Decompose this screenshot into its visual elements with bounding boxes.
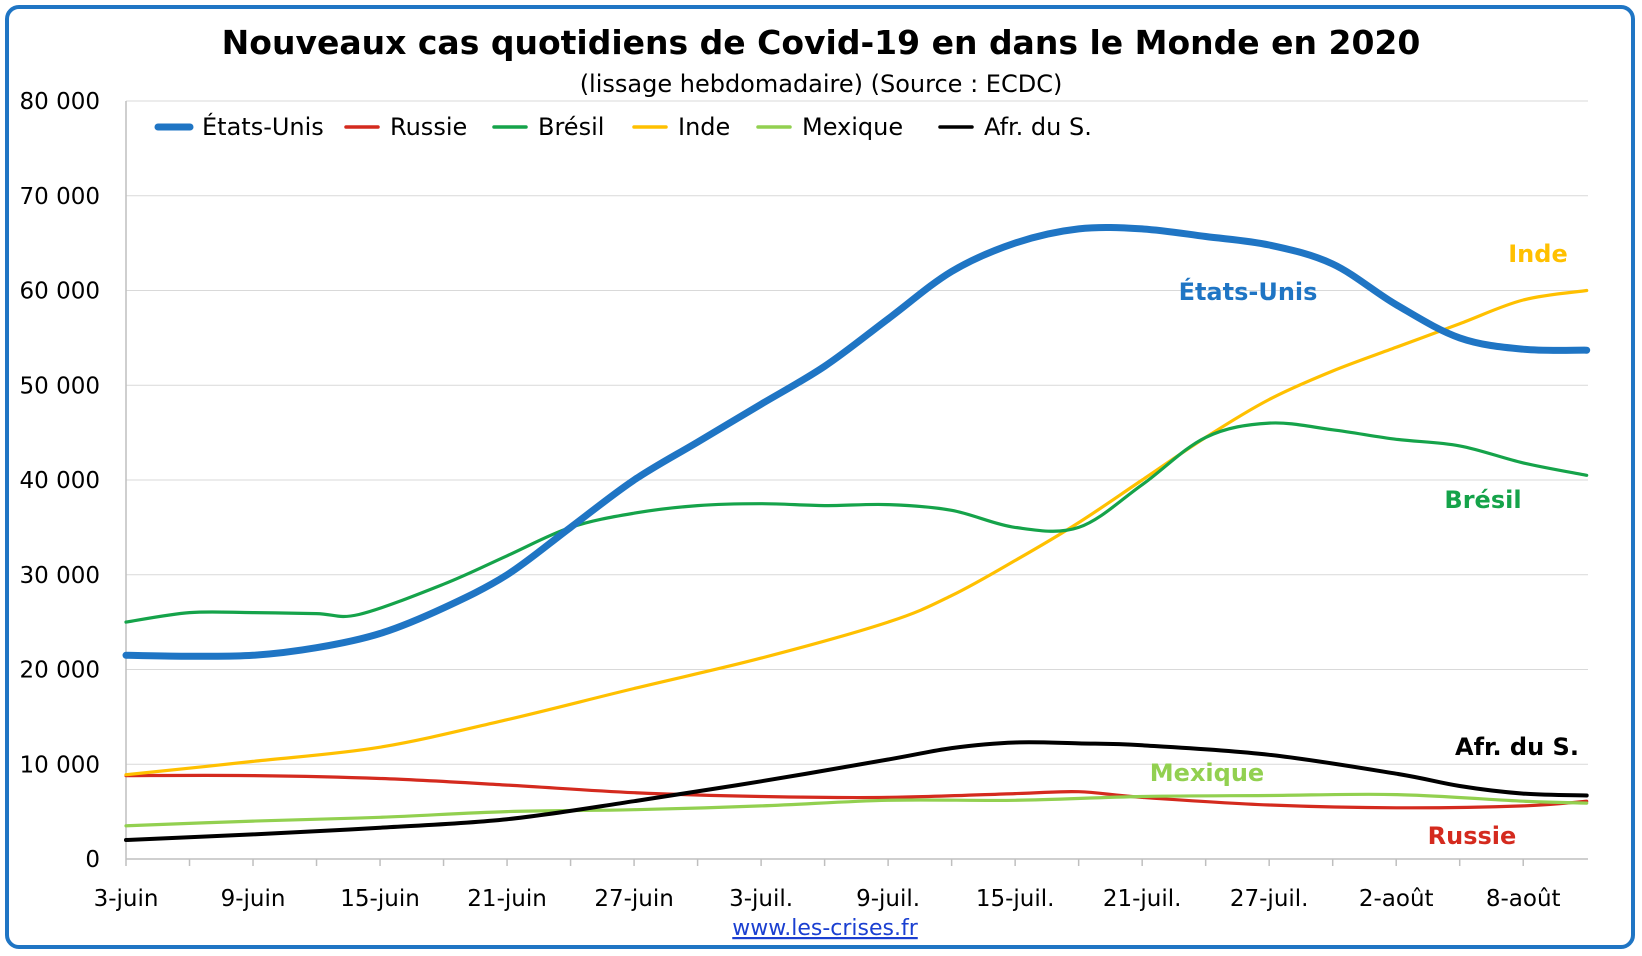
y-axis-ticks: 0 10 000 20 000 30 000 40 000 50 000 60 000 70 … — [20, 89, 100, 873]
legend-label-russie: Russie — [390, 113, 467, 141]
x-tick-label: 27-juin — [594, 886, 674, 912]
series-line-inde — [124, 288, 1589, 777]
legend-label-inde: Inde — [678, 113, 730, 141]
series-lines — [122, 224, 1591, 842]
legend-label-bresil: Brésil — [538, 113, 604, 141]
x-tick-label: 3-juin — [94, 886, 159, 912]
series-line-mexique — [124, 792, 1589, 828]
chart-subtitle: (lissage hebdomadaire) (Source : ECDC) — [580, 70, 1063, 98]
chart-title: Nouveaux cas quotidiens de Covid-19 en d… — [222, 23, 1421, 62]
annotation-mexique: Mexique — [1150, 759, 1264, 787]
annotation-etats-unis: États-Unis — [1179, 277, 1318, 306]
series-line-russie — [124, 773, 1589, 810]
series-annotations: États-Unis Russie Brésil Inde Mexique Afr. du… — [1150, 240, 1579, 850]
x-tick-label: 15-juin — [340, 886, 420, 912]
annotation-afrique-du-sud: Afr. du S. — [1455, 733, 1579, 761]
y-tick-label: 50 000 — [20, 373, 100, 399]
y-tick-label: 40 000 — [20, 468, 100, 494]
y-tick-label: 60 000 — [20, 279, 100, 305]
gridlines — [126, 100, 1588, 765]
legend: États-Unis Russie Brésil Inde Mexique Afr. du… — [154, 112, 1092, 141]
x-tick-label: 3-juil. — [729, 886, 793, 912]
series-line-etats-unis — [122, 224, 1591, 660]
x-tick-label: 21-juil. — [1103, 886, 1182, 912]
x-tick-label: 21-juin — [467, 886, 547, 912]
series-line-afrique-du-sud — [124, 740, 1589, 842]
legend-label-mexique: Mexique — [802, 113, 903, 141]
y-tick-label: 20 000 — [20, 658, 100, 684]
x-tick-label: 2-août — [1359, 886, 1434, 912]
annotation-russie: Russie — [1428, 822, 1517, 850]
x-tick-label: 27-juil. — [1230, 886, 1309, 912]
x-tick-label: 9-juil. — [856, 886, 920, 912]
x-tick-label: 8-août — [1486, 886, 1561, 912]
x-tick-label: 15-juil. — [976, 886, 1055, 912]
annotation-inde: Inde — [1508, 240, 1567, 268]
x-axis: 3-juin 9-juin 15-juin 21-juin 27-juin 3-juil.… — [94, 101, 1588, 912]
y-tick-label: 70 000 — [20, 184, 100, 210]
chart-frame — [5, 5, 1635, 949]
y-tick-label: 80 000 — [20, 89, 100, 115]
legend-label-afrique-du-sud: Afr. du S. — [984, 113, 1092, 141]
y-tick-label: 0 — [85, 847, 100, 873]
series-line-bresil — [124, 421, 1589, 624]
legend-label-etats-unis: États-Unis — [202, 112, 324, 141]
y-tick-label: 10 000 — [20, 752, 100, 778]
source-link[interactable]: www.les-crises.fr — [732, 916, 918, 941]
x-tick-label: 9-juin — [221, 886, 286, 912]
y-tick-label: 30 000 — [20, 563, 100, 589]
annotation-bresil: Brésil — [1444, 486, 1521, 514]
